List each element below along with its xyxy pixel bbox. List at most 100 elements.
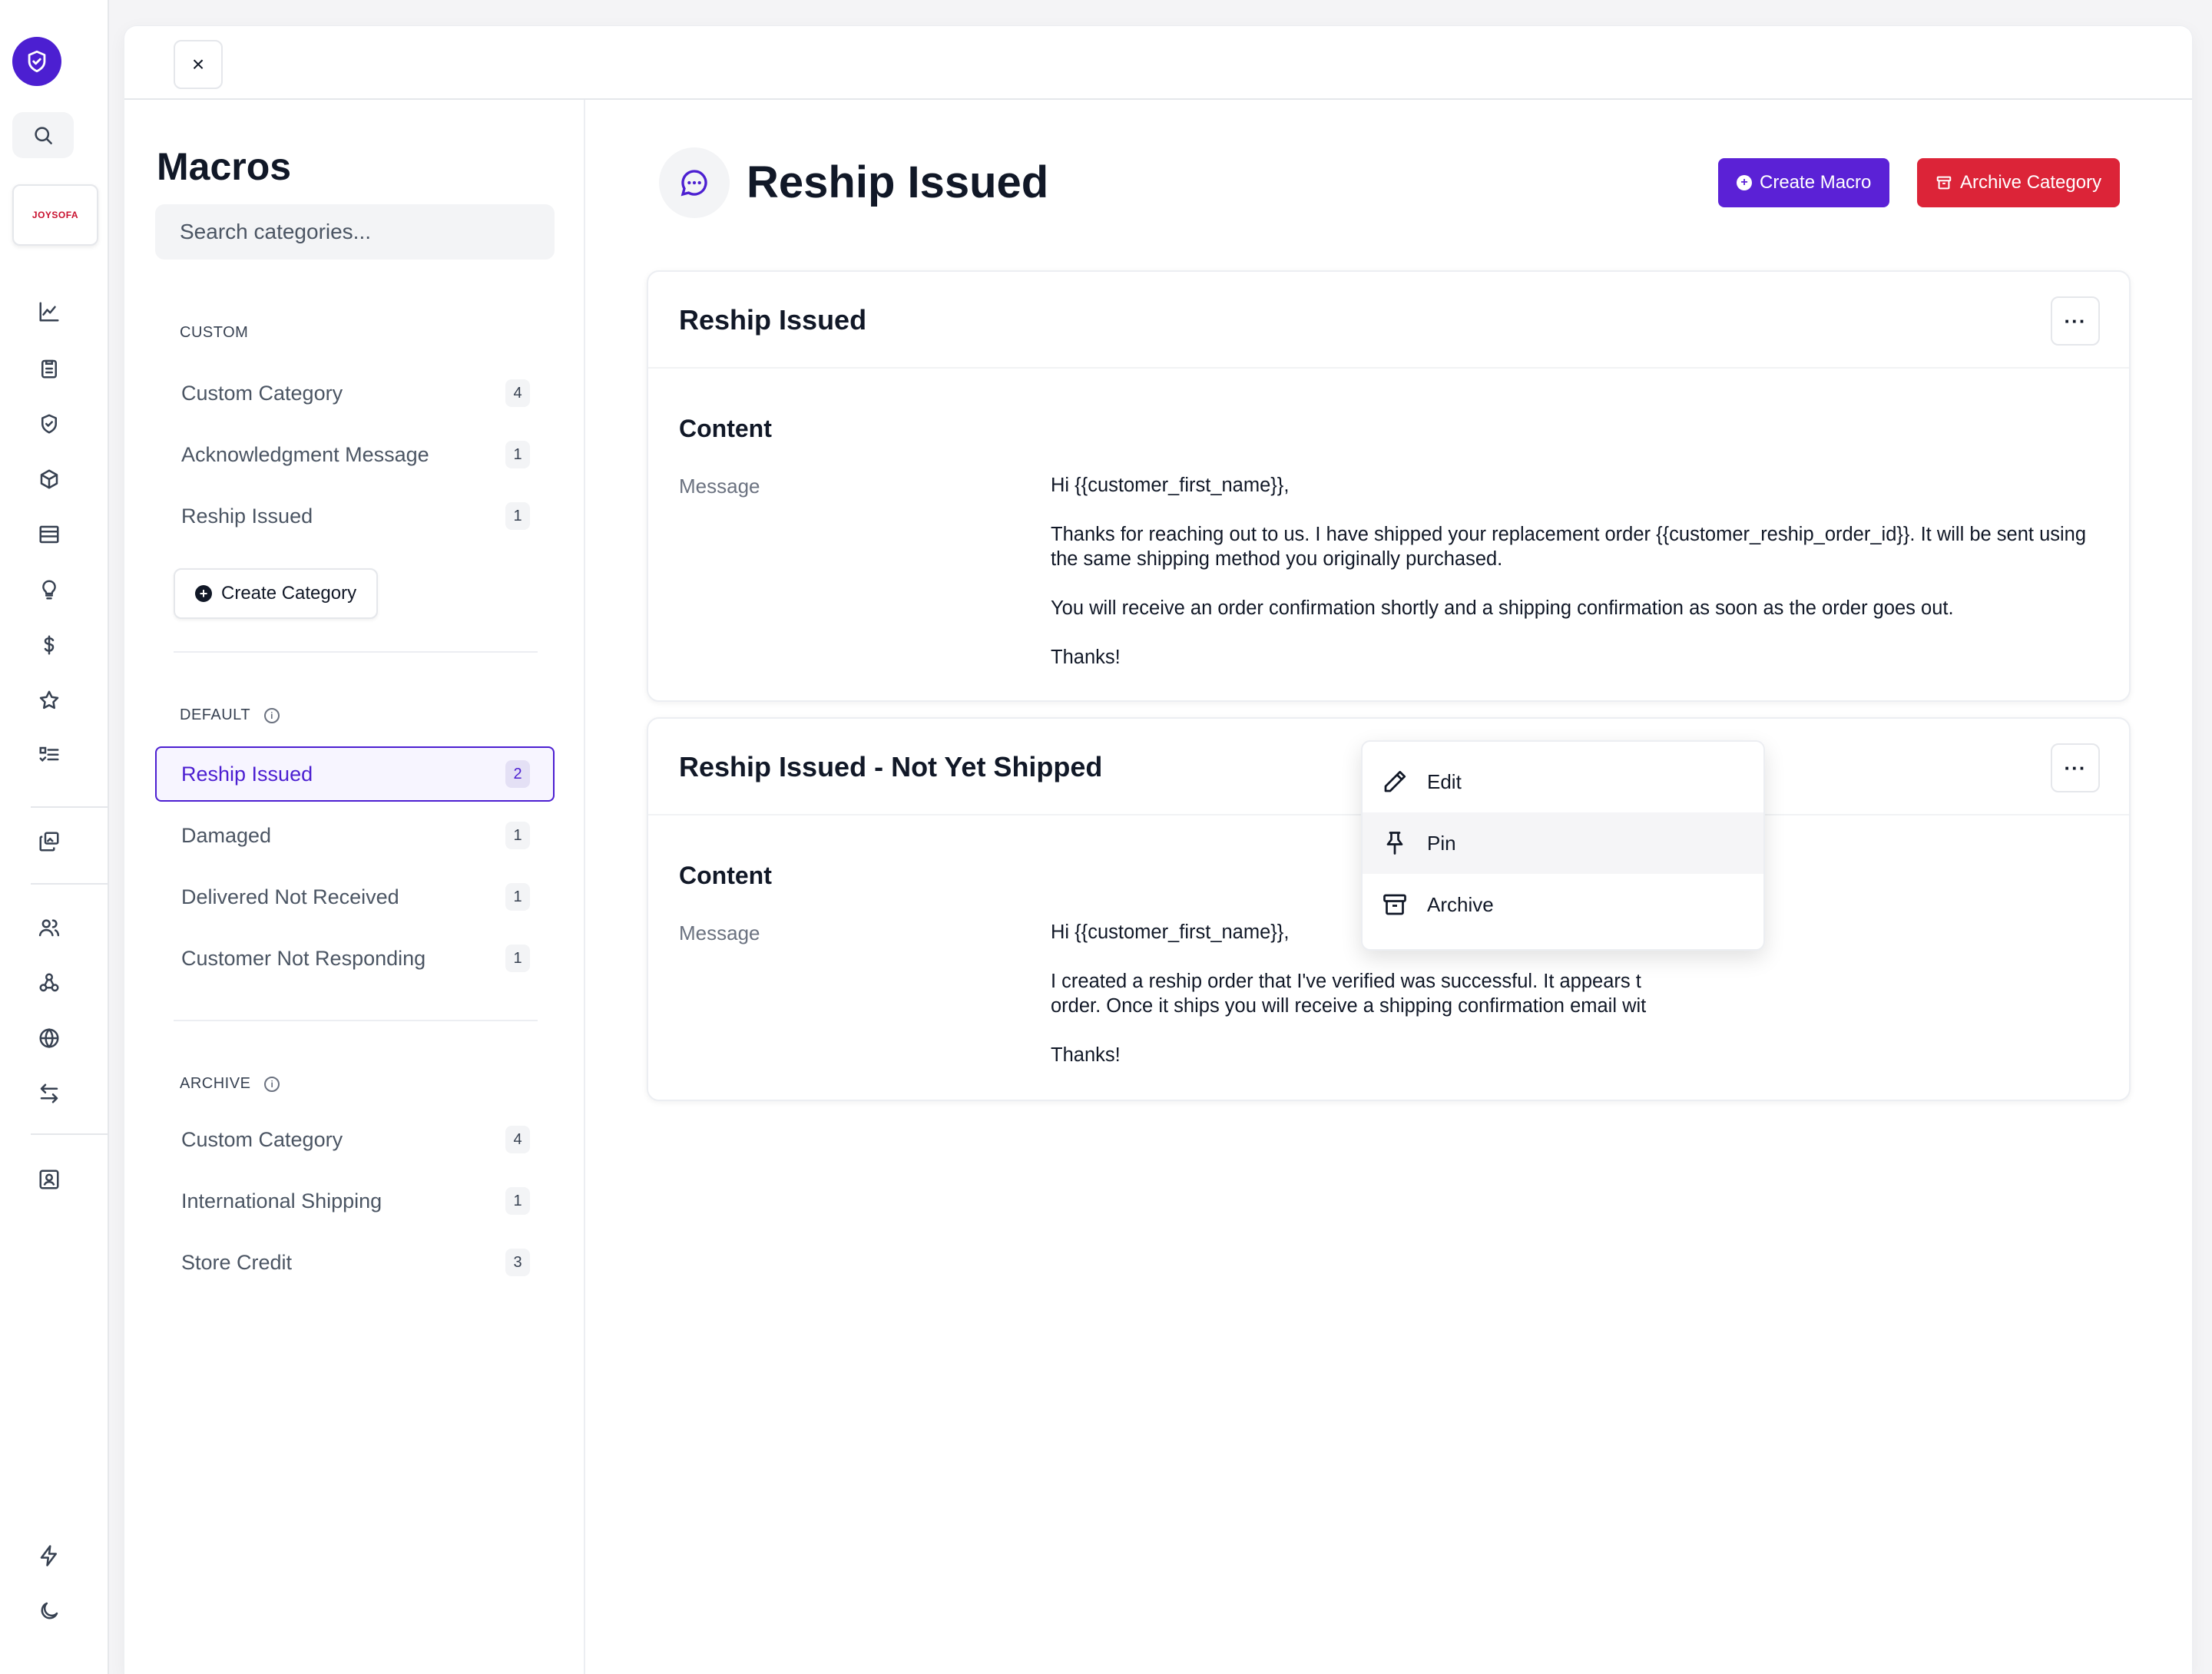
gallery-icon bbox=[39, 832, 59, 852]
section-label-custom: CUSTOM bbox=[180, 324, 248, 342]
bolt-icon bbox=[40, 1545, 57, 1566]
more-options-button[interactable]: ··· bbox=[2051, 296, 2100, 346]
macros-modal: × Macros CUSTOM Custom Category 4 Acknow… bbox=[124, 26, 2192, 1674]
category-count-badge: 1 bbox=[505, 441, 530, 468]
category-item-active[interactable]: Reship Issued 2 bbox=[155, 746, 555, 802]
ellipsis-icon: ··· bbox=[2064, 309, 2087, 332]
arrows-swap-icon bbox=[40, 1083, 58, 1103]
create-macro-button[interactable]: + Create Macro bbox=[1718, 158, 1890, 207]
app-logo[interactable] bbox=[12, 37, 61, 86]
shield-icon bbox=[41, 414, 57, 434]
category-item[interactable]: Delivered Not Received 1 bbox=[155, 869, 555, 925]
rail-divider bbox=[31, 883, 108, 885]
category-label: International Shipping bbox=[181, 1189, 382, 1212]
create-category-button[interactable]: + Create Category bbox=[174, 568, 379, 619]
info-icon[interactable]: i bbox=[264, 1076, 280, 1092]
star-icon bbox=[39, 690, 59, 710]
category-item[interactable]: Custom Category 4 bbox=[155, 366, 555, 421]
info-icon[interactable]: i bbox=[264, 707, 280, 723]
message-paragraph: Thanks! bbox=[1051, 1044, 1121, 1066]
categories-panel: Macros CUSTOM Custom Category 4 Acknowle… bbox=[124, 100, 585, 1674]
nav-billing[interactable] bbox=[31, 627, 68, 663]
category-count-badge: 1 bbox=[505, 822, 530, 849]
webhook-icon bbox=[39, 973, 59, 992]
close-button[interactable]: × bbox=[174, 40, 223, 89]
modal-toolbar: × bbox=[124, 26, 2192, 100]
category-item[interactable]: Damaged 1 bbox=[155, 808, 555, 863]
nav-orders[interactable] bbox=[31, 516, 68, 553]
category-item[interactable]: Customer Not Responding 1 bbox=[155, 931, 555, 986]
message-paragraph: Thanks for reaching out to us. I have sh… bbox=[1051, 524, 2087, 570]
categories-title: Macros bbox=[157, 145, 292, 188]
search-categories-input[interactable] bbox=[155, 204, 555, 260]
menu-item-label: Edit bbox=[1427, 769, 1462, 793]
plus-circle-icon: + bbox=[195, 585, 212, 602]
category-label: Custom Category bbox=[181, 1127, 343, 1151]
menu-item-pin[interactable]: Pin bbox=[1363, 812, 1763, 874]
menu-item-archive[interactable]: Archive bbox=[1363, 874, 1763, 935]
category-label: Acknowledgment Message bbox=[181, 442, 429, 466]
nav-international[interactable] bbox=[31, 1020, 68, 1057]
dollar-icon bbox=[44, 635, 55, 655]
dark-mode-toggle[interactable] bbox=[31, 1593, 68, 1629]
nav-tasks[interactable] bbox=[31, 737, 68, 774]
category-item[interactable]: Reship Issued 1 bbox=[155, 488, 555, 544]
message-paragraph: order. Once it ships you will receive a … bbox=[1051, 995, 1647, 1017]
nav-reviews[interactable] bbox=[31, 682, 68, 719]
category-count-badge: 1 bbox=[505, 945, 530, 972]
store-logo: JOYSOFA bbox=[31, 210, 79, 220]
message-paragraph: Thanks! bbox=[1051, 647, 1121, 668]
message-paragraph: Hi {{customer_first_name}}, bbox=[1051, 475, 1290, 496]
moon-icon bbox=[41, 1602, 58, 1619]
category-label: Delivered Not Received bbox=[181, 885, 399, 908]
category-count-badge: 2 bbox=[505, 760, 530, 788]
nav-automations[interactable] bbox=[31, 1537, 68, 1574]
nav-protection[interactable] bbox=[31, 405, 68, 442]
rail-divider bbox=[31, 1133, 108, 1135]
category-item[interactable]: International Shipping 1 bbox=[155, 1173, 555, 1229]
nav-analytics[interactable] bbox=[31, 293, 68, 330]
category-label: Store Credit bbox=[181, 1250, 293, 1274]
category-label: Reship Issued bbox=[181, 504, 313, 528]
create-macro-label: Create Macro bbox=[1760, 172, 1872, 193]
ellipsis-icon: ··· bbox=[2064, 756, 2087, 779]
menu-item-edit[interactable]: Edit bbox=[1363, 751, 1763, 812]
cube-icon bbox=[40, 469, 58, 489]
nav-insights[interactable] bbox=[31, 571, 68, 608]
section-label-text: DEFAULT bbox=[180, 706, 251, 723]
menu-item-label: Archive bbox=[1427, 892, 1494, 916]
table-icon bbox=[39, 525, 59, 544]
macro-title: Reship Issued bbox=[679, 304, 867, 336]
message-label: Message bbox=[679, 475, 760, 498]
app-rail: JOYSOFA bbox=[0, 0, 109, 1674]
category-count-badge: 1 bbox=[505, 502, 530, 530]
category-label: Custom Category bbox=[181, 381, 343, 405]
close-icon: × bbox=[191, 52, 205, 76]
nav-tickets[interactable] bbox=[31, 350, 68, 387]
nav-customers[interactable] bbox=[31, 909, 68, 946]
globe-icon bbox=[39, 1027, 59, 1049]
category-item[interactable]: Store Credit 3 bbox=[155, 1235, 555, 1290]
archive-category-button[interactable]: Archive Category bbox=[1917, 158, 2121, 207]
nav-contacts[interactable] bbox=[31, 1161, 68, 1198]
search-icon bbox=[35, 127, 52, 144]
nav-media[interactable] bbox=[31, 823, 68, 860]
store-switcher[interactable]: JOYSOFA bbox=[12, 184, 98, 246]
chart-line-icon bbox=[39, 302, 59, 322]
section-label-text: CUSTOM bbox=[180, 324, 249, 341]
category-item[interactable]: Custom Category 4 bbox=[155, 1112, 555, 1167]
nav-webhooks[interactable] bbox=[31, 964, 68, 1001]
rail-search-button[interactable] bbox=[12, 112, 74, 158]
category-item[interactable]: Acknowledgment Message 1 bbox=[155, 427, 555, 482]
rail-divider bbox=[31, 806, 108, 808]
nav-transfers[interactable] bbox=[31, 1075, 68, 1112]
category-count-badge: 4 bbox=[505, 379, 530, 407]
more-options-button[interactable]: ··· bbox=[2051, 743, 2100, 792]
lightbulb-icon bbox=[42, 580, 56, 600]
category-label: Customer Not Responding bbox=[181, 946, 426, 970]
macro-actions-menu: Edit Pin Archive bbox=[1361, 740, 1765, 951]
nav-products[interactable] bbox=[31, 461, 68, 498]
archive-icon bbox=[1936, 176, 1952, 190]
content-label: Content bbox=[679, 862, 772, 889]
category-count-badge: 1 bbox=[505, 883, 530, 911]
